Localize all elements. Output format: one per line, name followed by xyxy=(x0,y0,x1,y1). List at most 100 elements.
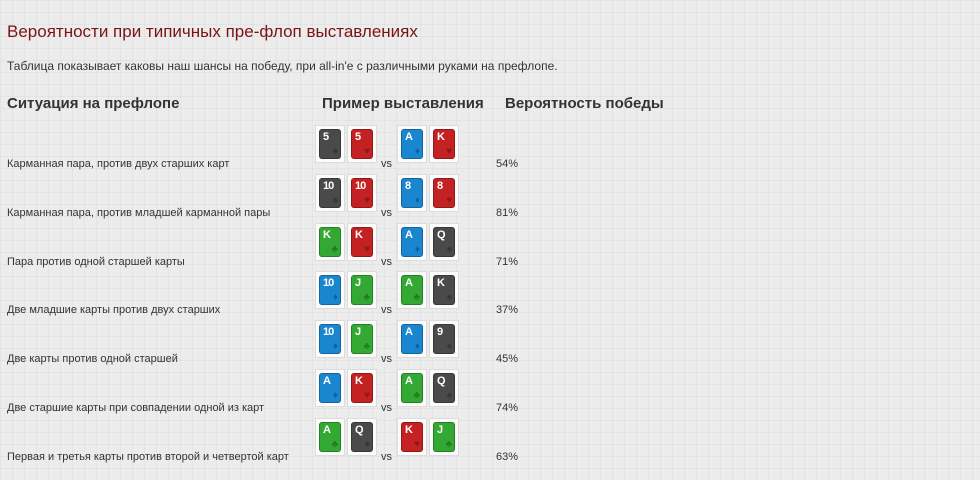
card-rank: A xyxy=(323,424,331,436)
hearts-card-face: K ♥ xyxy=(433,129,455,159)
card-rank: 9 xyxy=(437,326,443,338)
clubs-card-face: A ♣ xyxy=(319,422,341,452)
playing-card: 10 ♠ xyxy=(315,174,345,212)
card-rank: Q xyxy=(437,229,446,241)
diamonds-suit-icon: ♦ xyxy=(332,390,338,401)
diamonds-card-face: 10 ♦ xyxy=(319,324,341,354)
card-rank: 10 xyxy=(323,180,334,192)
table-row: Две младшие карты против двух старших 10 ♦… xyxy=(0,271,980,319)
spades-suit-icon: ♠ xyxy=(446,390,452,401)
spades-card-face: 9 ♠ xyxy=(433,324,455,354)
card-rank: A xyxy=(405,326,413,338)
card-rank: K xyxy=(323,229,331,241)
card-rank: A xyxy=(405,229,413,241)
card-rank: K xyxy=(405,424,413,436)
hearts-suit-icon: ♥ xyxy=(446,195,452,206)
playing-card: K ♥ xyxy=(397,418,427,456)
playing-card: J ♣ xyxy=(347,271,377,309)
situation-label: Две карты против одной старшей xyxy=(7,353,178,365)
spades-suit-icon: ♠ xyxy=(364,439,370,450)
table-row: Пара против одной старшей карты K ♣ K ♥ A ♦ Q ♠ v… xyxy=(0,223,980,271)
playing-card: J ♣ xyxy=(347,320,377,358)
spades-card-face: Q ♠ xyxy=(433,373,455,403)
vs-label: vs xyxy=(381,451,392,463)
spades-card-face: 10 ♠ xyxy=(319,178,341,208)
hearts-suit-icon: ♥ xyxy=(364,390,370,401)
playing-card: Q ♠ xyxy=(429,369,459,407)
diamonds-suit-icon: ♦ xyxy=(414,341,420,352)
win-probability: 54% xyxy=(496,158,519,170)
clubs-card-face: J ♣ xyxy=(351,275,373,305)
clubs-card-face: J ♣ xyxy=(433,422,455,452)
vs-label: vs xyxy=(381,304,392,316)
clubs-card-face: J ♣ xyxy=(351,324,373,354)
playing-card: Q ♠ xyxy=(347,418,377,456)
playing-card: K ♣ xyxy=(315,223,345,261)
playing-card: 8 ♥ xyxy=(429,174,459,212)
playing-card: A ♦ xyxy=(397,320,427,358)
table-row: Две карты против одной старшей 10 ♦ J ♣ A ♦ 9 ♠ v… xyxy=(0,320,980,368)
hearts-card-face: 5 ♥ xyxy=(351,129,373,159)
clubs-suit-icon: ♣ xyxy=(363,292,370,303)
diamonds-suit-icon: ♦ xyxy=(414,195,420,206)
spades-card-face: Q ♠ xyxy=(433,227,455,257)
spades-suit-icon: ♠ xyxy=(446,292,452,303)
playing-card: 10 ♥ xyxy=(347,174,377,212)
table-row: Карманная пара, против младшей карманной… xyxy=(0,174,980,222)
clubs-suit-icon: ♣ xyxy=(445,439,452,450)
playing-card: A ♦ xyxy=(315,369,345,407)
clubs-suit-icon: ♣ xyxy=(331,244,338,255)
intro-text: Таблица показывает каковы наш шансы на п… xyxy=(7,59,558,73)
win-probability: 63% xyxy=(496,451,519,463)
header-situation: Ситуация на префлопе xyxy=(7,95,180,112)
card-rank: 10 xyxy=(323,277,334,289)
diamonds-card-face: 10 ♦ xyxy=(319,275,341,305)
playing-card: A ♣ xyxy=(397,369,427,407)
hearts-card-face: K ♥ xyxy=(351,227,373,257)
card-rank: 8 xyxy=(405,180,411,192)
spades-suit-icon: ♠ xyxy=(446,341,452,352)
card-rank: K xyxy=(437,277,445,289)
clubs-suit-icon: ♣ xyxy=(413,292,420,303)
playing-card: A ♣ xyxy=(397,271,427,309)
situation-label: Две старшие карты при совпадении одной и… xyxy=(7,402,265,414)
spades-suit-icon: ♠ xyxy=(332,146,338,157)
table-row: Первая и третья карты против второй и че… xyxy=(0,418,980,466)
card-rank: A xyxy=(323,375,331,387)
playing-card: 5 ♥ xyxy=(347,125,377,163)
page-title: Вероятности при типичных пре-флоп выстав… xyxy=(7,22,418,41)
hearts-suit-icon: ♥ xyxy=(414,439,420,450)
card-rank: Q xyxy=(437,375,446,387)
table-row: Карманная пара, против двух старших карт… xyxy=(0,125,980,173)
situation-label: Карманная пара, против младшей карманной… xyxy=(7,207,271,219)
situation-label: Две младшие карты против двух старших xyxy=(7,304,221,316)
clubs-card-face: A ♣ xyxy=(401,275,423,305)
card-rank: 5 xyxy=(323,131,329,143)
spades-suit-icon: ♠ xyxy=(446,244,452,255)
spades-suit-icon: ♠ xyxy=(332,195,338,206)
hearts-suit-icon: ♥ xyxy=(364,244,370,255)
card-rank: 5 xyxy=(355,131,361,143)
win-probability: 45% xyxy=(496,353,519,365)
card-rank: J xyxy=(355,326,361,338)
diamonds-suit-icon: ♦ xyxy=(414,244,420,255)
win-probability: 71% xyxy=(496,256,519,268)
win-probability: 37% xyxy=(496,304,519,316)
vs-label: vs xyxy=(381,207,392,219)
win-probability: 81% xyxy=(496,207,519,219)
card-rank: A xyxy=(405,375,413,387)
playing-card: A ♣ xyxy=(315,418,345,456)
diamonds-suit-icon: ♦ xyxy=(332,341,338,352)
hearts-suit-icon: ♥ xyxy=(446,146,452,157)
situation-label: Пара против одной старшей карты xyxy=(7,256,185,268)
vs-label: vs xyxy=(381,256,392,268)
playing-card: K ♠ xyxy=(429,271,459,309)
clubs-suit-icon: ♣ xyxy=(413,390,420,401)
playing-card: K ♥ xyxy=(347,223,377,261)
playing-card: K ♥ xyxy=(347,369,377,407)
hearts-card-face: 8 ♥ xyxy=(433,178,455,208)
win-probability: 74% xyxy=(496,402,519,414)
card-rank: Q xyxy=(355,424,364,436)
playing-card: A ♦ xyxy=(397,125,427,163)
playing-card: J ♣ xyxy=(429,418,459,456)
